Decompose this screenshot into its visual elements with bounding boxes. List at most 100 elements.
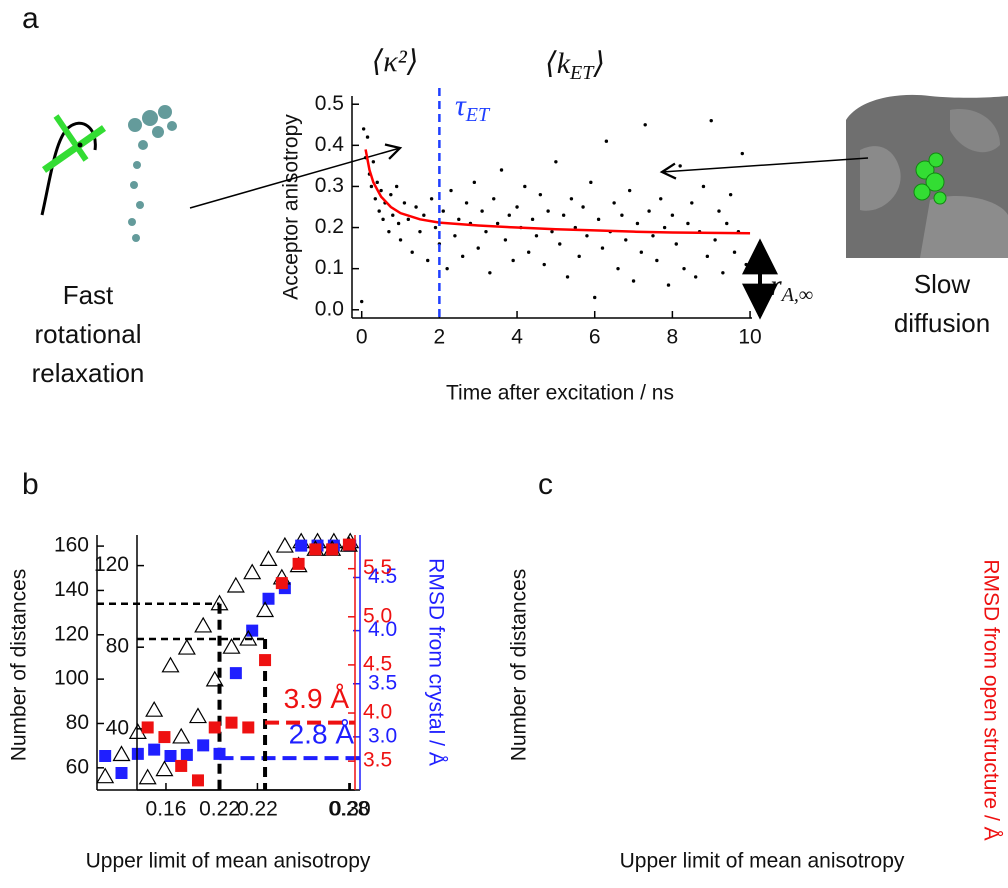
data-point xyxy=(453,234,457,238)
y-tick-label: 140 xyxy=(54,578,89,601)
tau-label: τET xyxy=(455,89,491,126)
data-point xyxy=(542,262,546,267)
y-axis-title: Acceptor anisotropy xyxy=(280,114,303,300)
data-point xyxy=(616,266,620,271)
y2-tick-label: 3.0 xyxy=(368,724,397,747)
data-point xyxy=(721,271,725,275)
data-point xyxy=(526,250,531,254)
data-point xyxy=(295,539,308,552)
data-point xyxy=(499,168,504,172)
data-point xyxy=(309,543,322,556)
panel-label: c xyxy=(538,468,553,501)
data-point xyxy=(635,221,640,226)
data-point xyxy=(398,238,403,242)
caption-line: Slow xyxy=(914,269,971,299)
y-tick-label: 0.4 xyxy=(315,133,345,156)
data-point xyxy=(164,750,177,762)
x-axis-title: Upper limit of mean anisotropy xyxy=(620,850,905,873)
tau-sub: ET xyxy=(465,104,491,126)
data-point xyxy=(682,266,686,271)
data-point xyxy=(115,767,128,779)
data-point xyxy=(155,760,174,777)
data-point xyxy=(690,201,694,205)
data-point xyxy=(577,254,581,259)
data-point xyxy=(589,180,593,185)
data-point xyxy=(226,576,245,593)
data-point xyxy=(371,160,376,164)
x-tick-label: 6 xyxy=(589,326,601,349)
data-point xyxy=(208,721,221,734)
data-point xyxy=(709,118,713,123)
y-axis-title: Number of distances xyxy=(508,569,531,762)
caption-line: diffusion xyxy=(894,308,990,338)
data-point xyxy=(387,229,391,234)
data-point xyxy=(492,197,496,201)
data-point xyxy=(744,262,748,267)
data-point xyxy=(705,254,710,259)
data-point xyxy=(674,242,678,246)
x-tick-label: 0.22 xyxy=(237,798,278,821)
y-tick-label: 80 xyxy=(66,711,89,734)
tau: τ xyxy=(455,89,467,122)
data-point xyxy=(275,536,294,553)
data-point xyxy=(728,192,733,197)
data-point xyxy=(369,184,374,189)
data-point xyxy=(342,538,355,551)
pointer-arrow xyxy=(659,157,869,180)
data-point xyxy=(402,201,407,205)
data-point xyxy=(670,213,675,217)
data-point xyxy=(256,601,275,618)
data-point xyxy=(138,768,157,785)
data-point xyxy=(678,164,682,168)
y-tick-label: 60 xyxy=(66,755,89,778)
data-point xyxy=(569,197,574,201)
r-inf-label: rA,∞ xyxy=(770,269,813,306)
rate-sub: ET xyxy=(569,62,595,84)
y-tick-label: 40 xyxy=(106,716,129,739)
data-point xyxy=(394,184,399,189)
rate-k: ⟨k xyxy=(545,47,571,80)
data-point xyxy=(418,229,422,234)
y2-tick-label: 4.5 xyxy=(363,652,392,675)
x-tick-label: 0.16 xyxy=(146,798,187,821)
data-point xyxy=(262,592,275,605)
data-point xyxy=(624,238,628,242)
data-point xyxy=(148,743,161,756)
data-point xyxy=(375,180,379,185)
data-point xyxy=(426,258,430,263)
data-point xyxy=(627,188,632,193)
x-tick-label: 4 xyxy=(511,326,523,349)
data-point xyxy=(225,716,238,729)
data-point xyxy=(732,250,737,254)
data-point xyxy=(507,213,511,217)
data-point xyxy=(414,205,418,209)
data-point xyxy=(441,209,445,213)
data-point xyxy=(449,188,453,193)
x-axis-title: Upper limit of mean anisotropy xyxy=(86,850,371,873)
data-point xyxy=(515,205,519,209)
data-point xyxy=(647,209,651,213)
data-point xyxy=(511,258,515,263)
data-point xyxy=(259,654,272,667)
protein-illustration xyxy=(846,94,1008,258)
data-point xyxy=(593,295,597,300)
y2-tick-label: 5.5 xyxy=(363,556,392,579)
data-point xyxy=(476,246,480,250)
data-point xyxy=(717,209,721,213)
data-point xyxy=(161,656,180,673)
kappa-label: ⟨κ²⟩ xyxy=(372,45,419,78)
data-point xyxy=(205,670,224,687)
panel-label: b xyxy=(22,468,39,501)
data-point xyxy=(651,234,655,238)
data-point xyxy=(141,721,154,734)
data-point xyxy=(612,201,616,205)
x-tick-label: 0.28 xyxy=(328,798,369,821)
data-point xyxy=(701,184,706,189)
data-point xyxy=(600,246,605,250)
y-tick-label: 100 xyxy=(54,667,89,690)
data-point xyxy=(488,271,492,275)
data-point xyxy=(422,213,426,217)
data-point xyxy=(713,238,717,242)
data-point xyxy=(464,201,469,205)
